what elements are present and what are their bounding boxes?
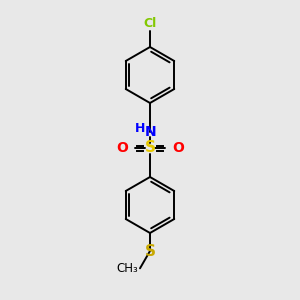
Text: O: O [172, 141, 184, 155]
Text: S: S [145, 140, 155, 155]
Text: N: N [145, 125, 157, 139]
Text: H: H [135, 122, 145, 134]
Text: S: S [145, 244, 155, 259]
Text: O: O [116, 141, 128, 155]
Text: CH₃: CH₃ [116, 262, 138, 275]
Text: Cl: Cl [143, 17, 157, 30]
